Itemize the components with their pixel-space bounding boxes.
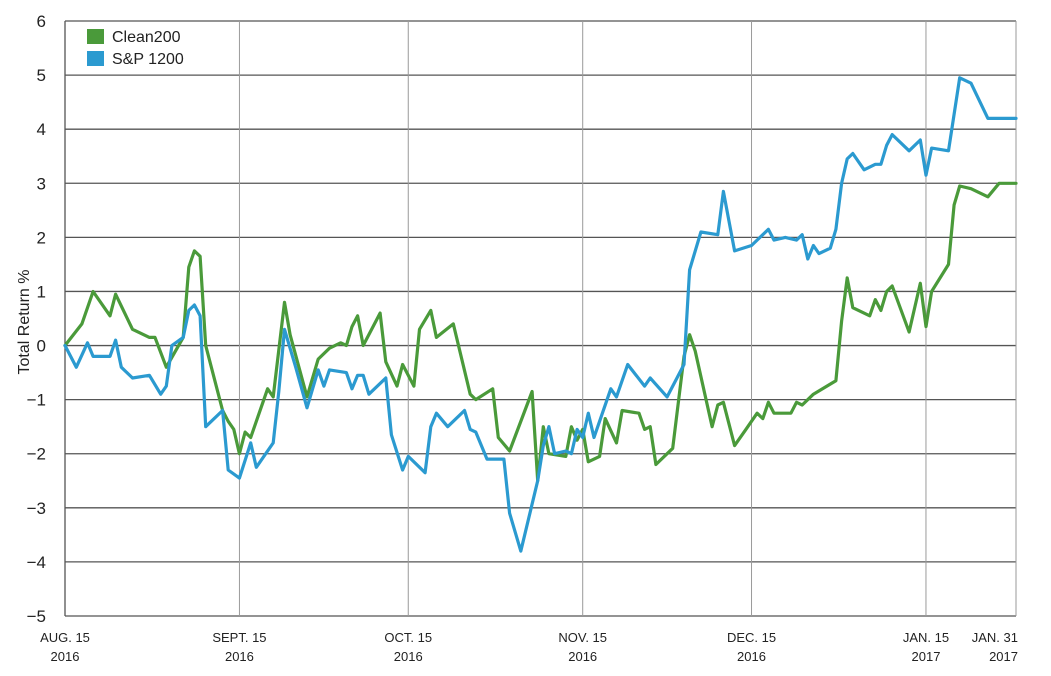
x-tick-label: AUG. 15 [40,630,90,645]
x-tick-label: JAN. 31 [972,630,1018,645]
y-tick-label: 4 [37,120,46,139]
series-lines [63,76,1018,553]
y-tick-label: 3 [37,174,46,193]
x-tick-year: 2016 [568,649,597,664]
y-tick-label: −2 [27,445,46,464]
x-tick-label: NOV. 15 [558,630,607,645]
legend: Clean200 S&P 1200 [87,29,184,68]
x-tick-labels: AUG. 15 2016 SEPT. 15 2016 OCT. 15 2016 NOV. 1… [40,630,1018,664]
y-tick-label: 2 [37,228,46,247]
y-tick-label: −4 [27,553,46,572]
legend-label-clean200: Clean200 [112,29,181,46]
y-tick-labels: 6 5 4 3 2 1 0 −1 −2 −3 −4 −5 [27,12,46,626]
x-tick-year: 2017 [989,649,1018,664]
x-tick-label: OCT. 15 [384,630,432,645]
x-tick-year: 2017 [912,649,941,664]
series-line-sp1200 [63,76,1018,553]
x-tick-year: 2016 [225,649,254,664]
x-tick-label: DEC. 15 [727,630,776,645]
legend-label-sp1200: S&P 1200 [112,51,184,68]
legend-swatch-sp1200 [87,51,104,66]
y-tick-label: −5 [27,607,46,626]
x-tick-label: SEPT. 15 [212,630,266,645]
y-axis-label: Total Return % [16,270,33,375]
y-tick-label: 1 [37,282,46,301]
series-line-clean200 [63,181,1018,483]
grid-lines [64,20,1017,617]
x-tick-label: JAN. 15 [903,630,949,645]
y-tick-label: −3 [27,499,46,518]
y-tick-label: 5 [37,66,46,85]
x-tick-year: 2016 [394,649,423,664]
y-tick-label: 0 [37,337,46,356]
legend-swatch-clean200 [87,29,104,44]
x-tick-year: 2016 [737,649,766,664]
y-tick-label: −1 [27,391,46,410]
y-tick-label: 6 [37,12,46,31]
x-tick-year: 2016 [51,649,80,664]
